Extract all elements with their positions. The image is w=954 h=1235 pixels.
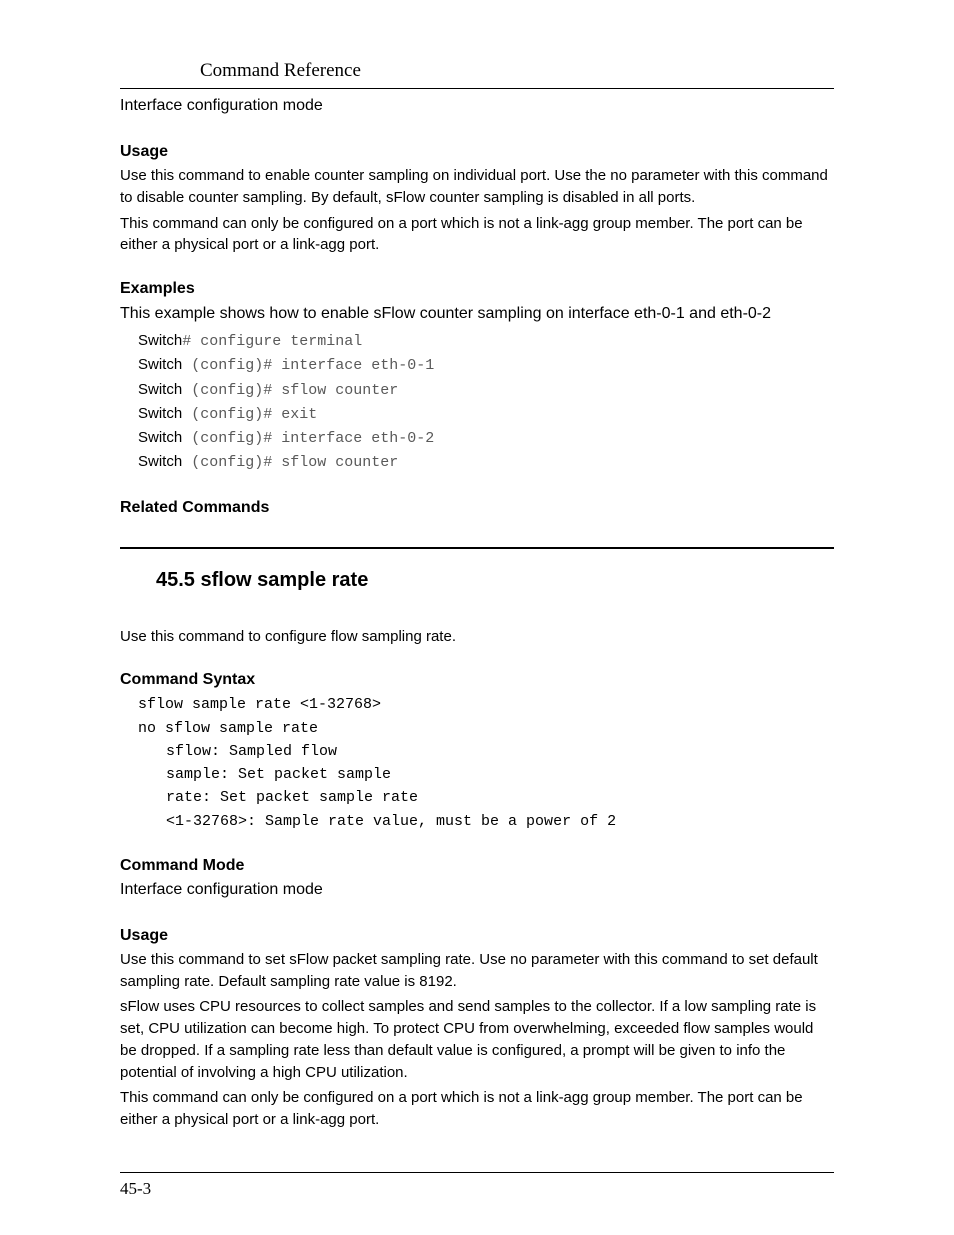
usage-paragraph: This command can only be configured on a…: [120, 213, 834, 257]
cli-command: # configure terminal: [182, 333, 362, 350]
cli-line: Switch (config)# exit: [138, 402, 834, 426]
cli-prompt: Switch: [138, 381, 182, 398]
cli-line: Switch (config)# interface eth-0-2: [138, 426, 834, 450]
usage-paragraph: Use this command to enable counter sampl…: [120, 165, 834, 209]
cli-prompt: Switch: [138, 332, 182, 349]
cli-prompt: Switch: [138, 405, 182, 422]
cli-command: (config)# interface eth-0-1: [182, 357, 434, 374]
command-syntax-label: Command Syntax: [120, 671, 834, 689]
cli-command: (config)# sflow counter: [182, 454, 398, 471]
page-container: Command Reference Interface configuratio…: [0, 0, 954, 1235]
examples-intro: This example shows how to enable sFlow c…: [120, 302, 834, 325]
cli-line: Switch (config)# sflow counter: [138, 450, 834, 474]
cli-prompt: Switch: [138, 356, 182, 373]
related-commands-label: Related Commands: [120, 499, 834, 517]
command-mode-text: Interface configuration mode: [120, 881, 834, 899]
cli-block: Switch# configure terminal Switch (confi…: [120, 329, 834, 475]
usage-label: Usage: [120, 143, 834, 161]
usage-label: Usage: [120, 927, 834, 945]
page-footer: 45-3: [120, 1172, 834, 1199]
command-mode-label: Command Mode: [120, 857, 834, 875]
syntax-line: sflow: Sampled flow: [138, 740, 834, 763]
syntax-line: sflow sample rate <1-32768>: [138, 693, 834, 716]
syntax-block: sflow sample rate <1-32768> no sflow sam…: [120, 693, 834, 833]
prev-mode-text: Interface configuration mode: [120, 97, 834, 115]
footer-rule: [120, 1172, 834, 1173]
running-header: Command Reference: [120, 60, 834, 88]
cli-line: Switch# configure terminal: [138, 329, 834, 353]
usage-paragraph: This command can only be configured on a…: [120, 1087, 834, 1131]
examples-label: Examples: [120, 280, 834, 298]
usage-paragraph: sFlow uses CPU resources to collect samp…: [120, 996, 834, 1083]
section-heading: 45.5 sflow sample rate: [156, 569, 834, 592]
section-intro: Use this command to configure flow sampl…: [120, 626, 834, 648]
page-number: 45-3: [120, 1179, 834, 1199]
syntax-line: sample: Set packet sample: [138, 763, 834, 786]
syntax-line: rate: Set packet sample rate: [138, 786, 834, 809]
usage-paragraph: Use this command to set sFlow packet sam…: [120, 949, 834, 993]
cli-command: (config)# exit: [182, 406, 317, 423]
cli-command: (config)# sflow counter: [182, 382, 398, 399]
cli-prompt: Switch: [138, 429, 182, 446]
section-rule: [120, 547, 834, 549]
header-rule: [120, 88, 834, 89]
cli-prompt: Switch: [138, 453, 182, 470]
cli-line: Switch (config)# sflow counter: [138, 378, 834, 402]
syntax-line: no sflow sample rate: [138, 717, 834, 740]
cli-command: (config)# interface eth-0-2: [182, 430, 434, 447]
cli-line: Switch (config)# interface eth-0-1: [138, 353, 834, 377]
syntax-line: <1-32768>: Sample rate value, must be a …: [138, 810, 834, 833]
